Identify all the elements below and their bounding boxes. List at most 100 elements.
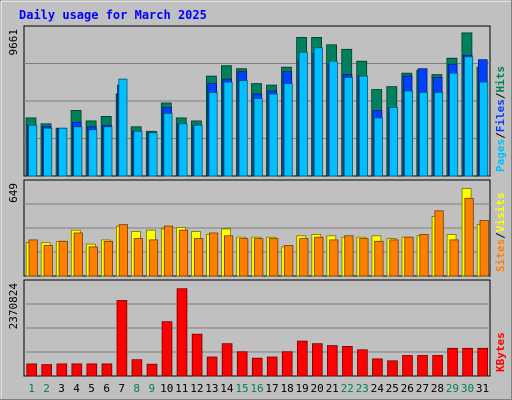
pages-bar [403, 90, 413, 177]
sites-bar [269, 238, 279, 277]
sites-bar [118, 224, 128, 277]
kbytes-bar [326, 345, 338, 377]
kbytes-bar [417, 355, 428, 377]
y-max-label: 2370824 [7, 283, 20, 330]
pages-bar [58, 127, 68, 177]
kbytes-bar [342, 345, 353, 377]
x-tick-label: 22 [341, 382, 354, 395]
sites-bar [163, 225, 174, 277]
pages-bar [238, 80, 248, 177]
kbytes-bar [56, 363, 68, 377]
x-tick-label: 24 [371, 382, 385, 395]
x-tick-label: 21 [326, 382, 339, 395]
x-tick-label: 3 [58, 382, 65, 395]
pages-bar [28, 124, 38, 177]
pages-bar [118, 78, 128, 177]
x-tick-label: 12 [190, 382, 203, 395]
kbytes-bar [432, 355, 443, 377]
sites-bar [359, 238, 369, 277]
x-tick-label: 31 [476, 382, 489, 395]
legend-item: Hits [494, 66, 507, 93]
sites-bar [434, 210, 444, 277]
kbytes-bar [372, 358, 383, 377]
y-max-label: 649 [7, 183, 20, 203]
legend: Pages/Files/Hits [494, 66, 507, 172]
x-tick-label: 15 [235, 382, 248, 395]
kbytes-bar [191, 333, 203, 377]
x-tick-label: 30 [461, 382, 474, 395]
x-tick-label: 20 [310, 382, 323, 395]
sites-bar [88, 246, 98, 277]
x-tick-label: 27 [416, 382, 429, 395]
legend-separator: / [494, 232, 507, 239]
legend-text: KBytes [494, 332, 507, 372]
sites-bar [464, 197, 474, 277]
x-tick-label: 23 [356, 382, 369, 395]
kbytes-bar [266, 356, 278, 377]
sites-bar [178, 229, 189, 277]
x-tick-label: 29 [446, 382, 459, 395]
panel-3: 2370824 [7, 279, 491, 377]
kbytes-bar [311, 343, 323, 377]
x-tick-label: 7 [118, 382, 125, 395]
pages-bar [464, 56, 474, 177]
kbytes-bar [387, 360, 398, 377]
pages-bar [343, 77, 353, 177]
pages-bar [268, 93, 278, 177]
kbytes-bar [447, 347, 458, 377]
x-tick-label: 6 [103, 382, 110, 395]
x-tick-label: 9 [148, 382, 155, 395]
pages-bar [208, 92, 218, 177]
legend: Sites/Visits [494, 193, 507, 273]
kbytes-bar [236, 351, 248, 377]
kbytes-bar [26, 363, 37, 377]
x-tick-label: 13 [205, 382, 218, 395]
kbytes-bar [146, 363, 158, 377]
pages-bar [223, 81, 233, 177]
x-tick-label: 8 [133, 382, 140, 395]
pages-bar [43, 127, 53, 177]
x-tick-label: 28 [431, 382, 444, 395]
pages-bar [193, 124, 203, 177]
panel-1: 9661 [7, 25, 491, 177]
sites-bar [314, 236, 324, 277]
sites-bar [193, 238, 204, 277]
x-tick-label: 5 [88, 382, 95, 395]
pages-bar [434, 92, 444, 177]
sites-bar [449, 239, 459, 277]
kbytes-bar [206, 356, 218, 377]
kbytes-bar [86, 363, 98, 377]
sites-bar [479, 220, 489, 277]
pages-bar [388, 107, 398, 177]
sites-bar [28, 239, 38, 277]
x-tick-label: 11 [175, 382, 188, 395]
sites-bar [299, 238, 309, 277]
sites-bar [284, 245, 294, 277]
kbytes-bar [357, 349, 368, 377]
pages-bar [148, 132, 158, 177]
pages-bar [253, 98, 263, 177]
panel-2: 649 [7, 179, 491, 277]
legend-text: Pages/Files/Hits [494, 66, 507, 172]
pages-bar [73, 126, 83, 177]
sites-bar [73, 232, 83, 277]
sites-bar [254, 238, 264, 277]
x-tick-label: 26 [401, 382, 414, 395]
sites-bar [374, 240, 384, 277]
x-tick-label: 10 [160, 382, 173, 395]
legend-item: Visits [494, 193, 507, 233]
x-tick-label: 25 [386, 382, 399, 395]
x-tick-label: 18 [280, 382, 293, 395]
sites-bar [148, 239, 159, 277]
legend-item: Files [494, 99, 507, 132]
kbytes-bar [161, 321, 173, 377]
kbytes-bar [477, 347, 488, 377]
pages-bar [178, 123, 188, 177]
kbytes-bar [101, 363, 113, 377]
pages-bar [133, 130, 143, 177]
x-tick-label: 2 [43, 382, 50, 395]
kbytes-bar [131, 359, 143, 377]
pages-bar [283, 83, 293, 177]
sites-bar [133, 238, 143, 277]
